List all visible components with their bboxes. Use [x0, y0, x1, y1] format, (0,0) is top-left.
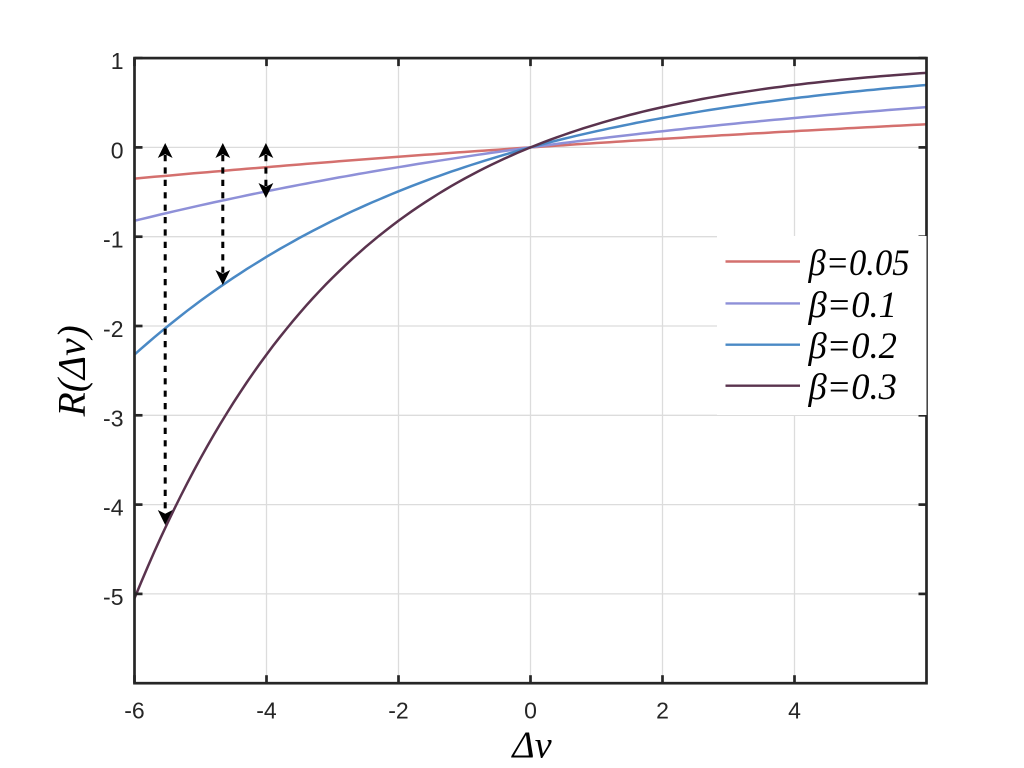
svg-text:2: 2 — [656, 698, 669, 724]
svg-text:-3: -3 — [103, 405, 123, 431]
svg-text:-6: -6 — [124, 698, 144, 724]
svg-text:1: 1 — [111, 48, 124, 74]
svg-text:β=0.05: β=0.05 — [808, 242, 910, 283]
svg-text:0: 0 — [111, 137, 124, 163]
svg-text:-4: -4 — [256, 698, 277, 724]
svg-text:Δv: Δv — [510, 725, 551, 767]
svg-text:β=0.1: β=0.1 — [808, 284, 897, 325]
svg-text:β=0.3: β=0.3 — [808, 366, 897, 407]
svg-text:0: 0 — [524, 698, 537, 724]
svg-text:β=0.2: β=0.2 — [808, 325, 897, 366]
svg-text:-4: -4 — [103, 495, 124, 521]
svg-text:4: 4 — [788, 698, 801, 724]
svg-text:-5: -5 — [103, 584, 123, 610]
svg-text:-1: -1 — [103, 227, 123, 253]
svg-text:R(Δv): R(Δv) — [50, 325, 94, 417]
svg-text:-2: -2 — [103, 316, 123, 342]
svg-text:-2: -2 — [388, 698, 408, 724]
